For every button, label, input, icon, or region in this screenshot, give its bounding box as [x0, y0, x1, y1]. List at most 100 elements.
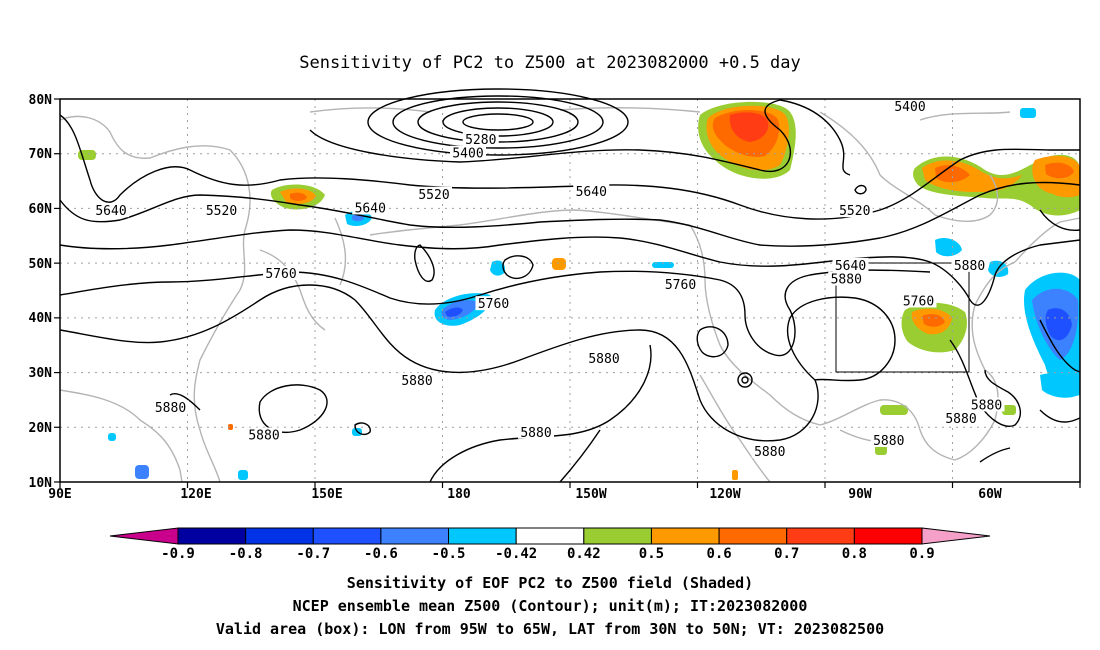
colorbar-box — [650, 527, 720, 545]
contour-label: 5400 — [452, 147, 483, 162]
colorbar-box — [786, 527, 855, 545]
contour-label: 5880 — [155, 401, 186, 416]
lat-label: 70N — [29, 147, 53, 162]
contour-label-bg — [836, 203, 873, 218]
contour-label: 5880 — [401, 374, 432, 389]
contour-label-bg — [900, 293, 937, 308]
z500-contours — [59, 88, 1081, 483]
contour-label: 5880 — [754, 445, 785, 460]
contour-label: 5640 — [355, 201, 386, 216]
contour-label-bg — [828, 271, 865, 286]
colorbar-tick-labels: -0.9 -0.8 -0.7 -0.6 -0.5 -0.42 0.42 0.5 0.6 0.7 0.… — [161, 546, 935, 562]
contour-label-bg — [462, 132, 499, 147]
lon-label: 150W — [575, 487, 606, 502]
contour-label: 5400 — [894, 100, 925, 115]
colorbar-tick-label: -0.6 — [364, 546, 398, 562]
colorbar-tick-label: -0.8 — [229, 546, 263, 562]
lat-label: 10N — [29, 476, 53, 491]
map-title: Sensitivity of PC2 to Z500 at 2023082000… — [299, 53, 801, 73]
contour-label: 5760 — [478, 297, 509, 312]
lon-axis-labels: 90E 120E 150E 180 150W 120W 90W 60W — [48, 487, 1002, 502]
contour-label-bg — [246, 427, 282, 442]
contour-label: 5760 — [265, 267, 296, 282]
shade-small-specks — [78, 108, 1036, 480]
contour-label: 5640 — [576, 185, 607, 200]
contour-label-bg — [870, 432, 907, 447]
contour-label: 5880 — [971, 398, 1002, 413]
lon-label: 150E — [311, 487, 342, 502]
contour-label-bg — [399, 372, 435, 387]
colorbar-box — [448, 527, 517, 545]
shade-blob-north-atlantic — [913, 154, 1080, 216]
caption: Sensitivity of EOF PC2 to Z500 field (Sh… — [216, 574, 884, 638]
colorbar-box — [718, 527, 788, 545]
lat-label: 60N — [29, 202, 53, 217]
lon-label: 90E — [48, 487, 71, 502]
contour-label: 5640 — [835, 259, 866, 274]
lon-label: 120W — [709, 487, 740, 502]
colorbar-tick-label: -0.5 — [432, 546, 466, 562]
lon-label: 120E — [180, 487, 211, 502]
colorbar-tick-label: -0.42 — [495, 546, 537, 562]
contour-label-bg — [518, 424, 554, 439]
lat-label: 50N — [29, 257, 53, 272]
colorbar-tick-label: 0.9 — [909, 546, 934, 562]
lat-label: 40N — [29, 311, 53, 326]
lon-label: 90W — [848, 487, 872, 502]
contour-label: 5880 — [873, 434, 904, 449]
contour-label: 5640 — [95, 204, 126, 219]
sensitivity-shading — [78, 101, 1080, 480]
colorbar-tick-label: 0.7 — [774, 546, 799, 562]
contour-label: 5880 — [588, 352, 619, 367]
colorbar — [109, 527, 991, 545]
lon-label: 60W — [978, 487, 1002, 502]
contour-label: 5880 — [945, 412, 976, 427]
colorbar-box — [515, 527, 585, 545]
lon-label: 180 — [447, 487, 471, 502]
colorbar-box — [380, 527, 450, 545]
contour-label-bg — [152, 400, 189, 415]
contour-label-bg — [475, 296, 512, 311]
colorbar-box — [177, 527, 247, 545]
contour-label: 5880 — [520, 426, 551, 441]
colorbar-box — [583, 527, 652, 545]
contour-label: 5880 — [954, 259, 985, 274]
contour-label-bg — [352, 200, 389, 215]
colorbar-box — [853, 527, 923, 545]
contour-label-bg — [968, 397, 1005, 412]
contour-label-bg — [203, 203, 240, 218]
colorbar-tick-label: -0.7 — [296, 546, 330, 562]
lat-axis-labels: 80N 70N 60N 50N 40N 30N 20N 10N — [29, 93, 53, 491]
contour-label-bg — [573, 184, 610, 199]
caption-line: Valid area (box): LON from 95W to 65W, L… — [216, 620, 884, 638]
contour-label-bg — [263, 266, 299, 281]
contour-label: 5520 — [839, 204, 870, 219]
lat-label: 80N — [29, 93, 53, 108]
colorbar-tick-label: 0.5 — [639, 546, 664, 562]
contour-label-bg — [943, 411, 979, 426]
contour-label-bg — [416, 186, 452, 201]
contour-label: 5520 — [418, 188, 449, 203]
colorbar-box — [245, 527, 314, 545]
valid-area-box — [835, 262, 970, 373]
contour-label: 5520 — [206, 204, 237, 219]
contour-label-bg — [892, 99, 928, 114]
colorbar-tick-label: -0.9 — [161, 546, 195, 562]
contour-label: 5880 — [831, 273, 862, 288]
contour-label-bg — [951, 257, 988, 272]
colorbar-tick-label: 0.8 — [842, 546, 867, 562]
contour-label-bg — [832, 257, 869, 272]
colorbar-min-arrow — [109, 527, 179, 545]
colorbar-tick-label: 0.6 — [706, 546, 731, 562]
contour-label-bg — [93, 203, 129, 218]
contour-label-bg — [450, 145, 486, 160]
colorbar-tick-label: 0.42 — [567, 546, 601, 562]
lat-label: 30N — [29, 366, 53, 381]
contour-label-bg — [662, 277, 699, 292]
caption-line: Sensitivity of EOF PC2 to Z500 field (Sh… — [347, 574, 753, 592]
shade-blob-atlantic-blue — [935, 238, 1080, 398]
contour-label: 5760 — [665, 278, 696, 293]
contour-label: 5280 — [465, 133, 496, 148]
